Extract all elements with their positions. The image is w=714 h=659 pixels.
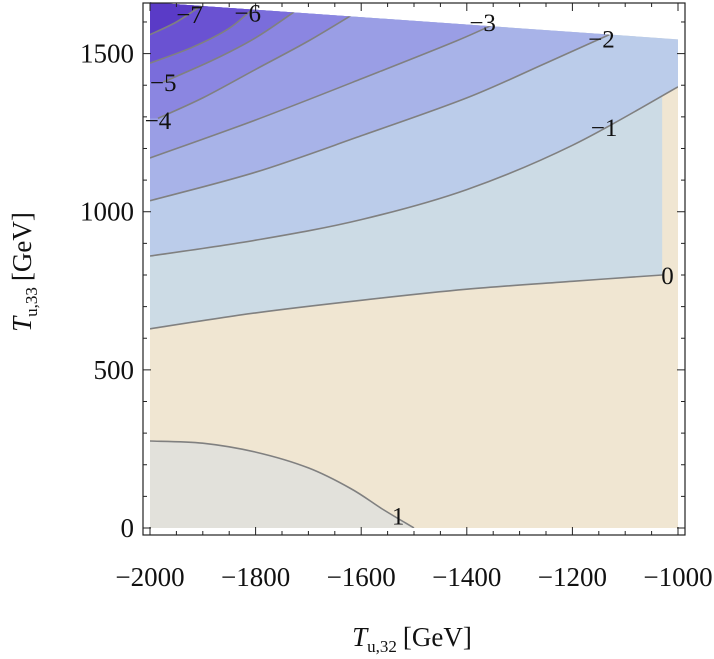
tick-labels: −2000 −1800 −1600 −1400 −1200 −1000 0 500 1000 15… (80, 39, 713, 592)
y-axis-title-unit: [GeV] (7, 212, 37, 281)
y-axis-title: Tu,33 [GeV] (7, 212, 41, 332)
x-axis-title-sub: u,32 (367, 637, 397, 656)
contour-line-1 (150, 440, 415, 528)
contour-line-0 (150, 274, 663, 330)
contour-line-minus-3 (150, 16, 510, 159)
x-tick-label: −1600 (327, 562, 396, 592)
contour-labels: 1 0 −1 −2 −3 −4 −5 −6 −7 (145, 0, 674, 530)
contour-label-minus-3: −3 (469, 10, 496, 37)
x-tick-label: −1800 (221, 562, 290, 592)
x-axis-title-main: T (352, 622, 369, 652)
x-tick-label: −2000 (115, 562, 184, 592)
contour-label-1: 1 (392, 503, 405, 530)
axis-ticks (143, 3, 685, 535)
contour-line-minus-2 (150, 33, 610, 202)
y-tick-label: 1500 (80, 39, 134, 69)
contour-line-minus-1 (150, 86, 678, 257)
y-tick-label: 500 (94, 355, 135, 385)
contour-lines (150, 3, 678, 528)
y-axis-title-sub: u,33 (22, 287, 41, 317)
x-tick-label: −1000 (643, 562, 712, 592)
contour-line-minus-4 (157, 8, 362, 120)
contour-label-minus-1: −1 (591, 115, 618, 142)
x-axis-title: Tu,32 [GeV] (352, 622, 472, 656)
contour-line-minus-6 (150, 5, 257, 64)
x-tick-label: −1400 (432, 562, 501, 592)
contour-label-minus-4: −4 (145, 108, 172, 135)
contour-label-minus-2: −2 (588, 26, 615, 53)
contour-label-minus-5: −5 (150, 70, 177, 97)
x-tick-label: −1200 (538, 562, 607, 592)
contour-label-minus-6: −6 (234, 0, 261, 27)
contour-label-minus-7: −7 (176, 2, 203, 29)
contour-label-0: 0 (661, 263, 674, 290)
y-tick-label: 1000 (80, 197, 134, 227)
contour-line-minus-7 (150, 3, 204, 36)
y-tick-label: 0 (121, 513, 135, 543)
contour-line-minus-5 (162, 8, 299, 83)
x-axis-title-unit: [GeV] (403, 622, 472, 652)
y-axis-title-main: T (7, 315, 37, 332)
contour-bands (150, 2, 678, 528)
band-level-minus-7 (150, 2, 203, 35)
